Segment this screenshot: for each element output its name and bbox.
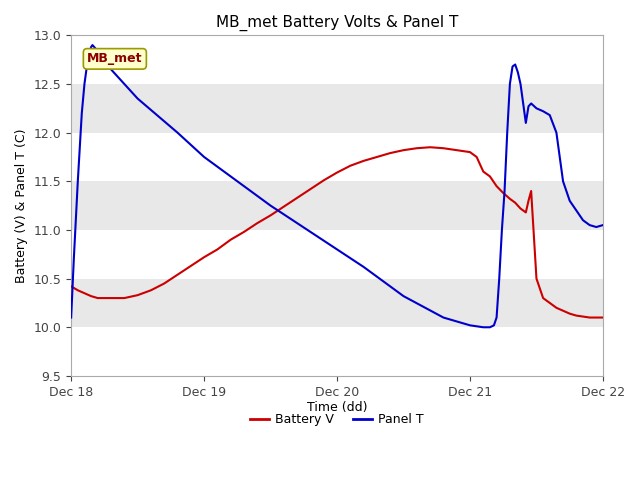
Text: MB_met: MB_met <box>87 52 143 65</box>
X-axis label: Time (dd): Time (dd) <box>307 401 367 414</box>
Bar <box>71 132 603 181</box>
Y-axis label: Battery (V) & Panel T (C): Battery (V) & Panel T (C) <box>15 128 28 283</box>
Bar <box>71 36 603 84</box>
Bar <box>71 230 603 278</box>
Legend: Battery V, Panel T: Battery V, Panel T <box>245 408 429 431</box>
Title: MB_met Battery Volts & Panel T: MB_met Battery Volts & Panel T <box>216 15 458 31</box>
Bar <box>71 327 603 376</box>
Bar <box>71 84 603 132</box>
Bar <box>71 181 603 230</box>
Bar <box>71 278 603 327</box>
